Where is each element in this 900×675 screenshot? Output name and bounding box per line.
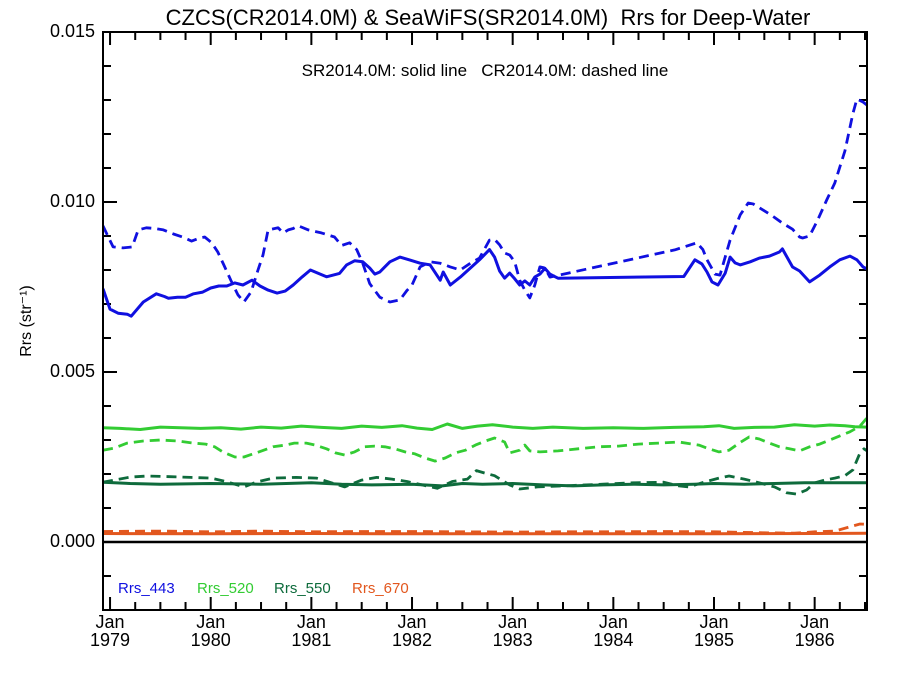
- x-tick-label: Jan 1980: [190, 612, 231, 650]
- legend-item-rrs_670: Rrs_670: [352, 580, 409, 597]
- series-line-rrs-520-czcs-cr2014-0m: [103, 416, 867, 463]
- data-series-layer: [103, 97, 867, 536]
- x-tick-label: Jan 1983: [492, 612, 533, 650]
- x-tick-label: Jan 1985: [693, 612, 734, 650]
- series-line-rrs-550-seawifs-sr2014-0m: [103, 480, 867, 488]
- y-tick-label: 0.005: [49, 361, 95, 381]
- series-line-rrs-670-czcs-cr2014-0m: [103, 522, 867, 535]
- axis-ticks: [103, 31, 867, 610]
- chart-title: CZCS(CR2014.0M) & SeaWiFS(SR2014.0M) Rrs…: [165, 5, 811, 30]
- series-line-rrs-550-czcs-cr2014-0m: [103, 447, 867, 496]
- x-tick-label: Jan 1981: [291, 612, 332, 650]
- series-line-rrs-443-czcs-cr2014-0m: [103, 97, 867, 304]
- y-axis-title: Rrs (str⁻¹): [18, 285, 35, 357]
- x-tick-label: Jan 1984: [593, 612, 634, 650]
- series-line-rrs-520-seawifs-sr2014-0m: [103, 422, 867, 431]
- legend-item-rrs_550: Rrs_550: [274, 580, 331, 597]
- legend-item-rrs_443: Rrs_443: [118, 580, 175, 597]
- line-style-note: SR2014.0M: solid line CR2014.0M: dashed …: [301, 61, 669, 80]
- legend-item-rrs_520: Rrs_520: [197, 580, 254, 597]
- x-tick-label: Jan 1979: [90, 612, 131, 650]
- x-tick-label: Jan 1982: [391, 612, 433, 650]
- y-tick-label: 0.000: [49, 531, 95, 551]
- series-line-rrs-443-seawifs-sr2014-0m: [103, 247, 867, 318]
- y-tick-label: 0.015: [49, 21, 95, 41]
- x-tick-label: Jan 1986: [794, 612, 835, 650]
- plot-frame: [102, 31, 868, 611]
- y-tick-label: 0.010: [49, 191, 95, 211]
